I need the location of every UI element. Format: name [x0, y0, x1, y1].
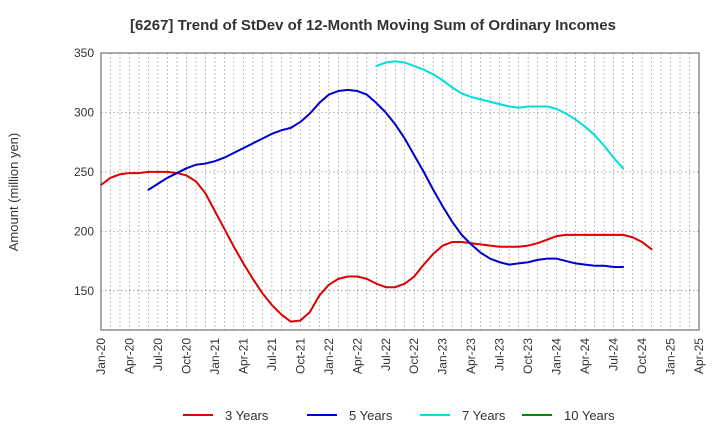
series-line-7-years — [375, 60, 625, 170]
x-tick-label: Jul-24 — [607, 338, 621, 371]
series-line-5-years — [147, 88, 625, 268]
x-tick-label: Jul-23 — [493, 338, 507, 371]
x-tick-label: Apr-22 — [350, 338, 364, 374]
y-axis-label: Amount (million yen) — [6, 133, 21, 252]
legend-label: 7 Years — [462, 408, 506, 423]
series-lines — [100, 60, 653, 323]
x-tick-label: Jan-24 — [550, 338, 564, 375]
chart-title: [6267] Trend of StDev of 12-Month Moving… — [130, 17, 616, 34]
x-tick-label: Apr-20 — [122, 338, 136, 374]
legend: 3 Years 5 Years 7 Years 10 Years — [183, 408, 615, 423]
x-tick-label: Apr-24 — [578, 338, 592, 374]
x-axis-ticks: Jan-20 Apr-20 Jul-20 Oct-20 Jan-21 Apr-21 Jul-… — [94, 338, 706, 375]
x-tick-label: Jul-21 — [265, 338, 279, 371]
x-tick-label: Jan-23 — [436, 338, 450, 375]
x-tick-label: Oct-23 — [521, 338, 535, 374]
y-axis-ticks: 150 200 250 300 350 — [74, 46, 94, 298]
y-tick-label: 200 — [74, 224, 94, 238]
x-tick-label: Jul-22 — [379, 338, 393, 371]
x-tick-label: Oct-22 — [407, 338, 421, 374]
series-line-3-years — [100, 170, 653, 323]
y-tick-label: 250 — [74, 165, 94, 179]
y-tick-label: 350 — [74, 46, 94, 60]
x-tick-label: Oct-20 — [179, 338, 193, 374]
x-tick-label: Apr-23 — [464, 338, 478, 374]
legend-label: 3 Years — [225, 408, 269, 423]
y-tick-label: 300 — [74, 105, 94, 119]
legend-label: 10 Years — [564, 408, 615, 423]
x-tick-label: Jul-20 — [151, 338, 165, 371]
x-tick-label: Apr-21 — [236, 338, 250, 374]
x-tick-label: Apr-25 — [692, 338, 706, 374]
x-tick-label: Jan-20 — [94, 338, 108, 375]
grid-lines — [101, 52, 699, 330]
x-tick-label: Oct-21 — [293, 338, 307, 374]
y-tick-label: 150 — [74, 284, 94, 298]
plot-area-frame — [100, 52, 700, 331]
x-tick-label: Jan-25 — [664, 338, 678, 375]
x-tick-label: Jan-21 — [208, 338, 222, 375]
x-tick-label: Oct-24 — [635, 338, 649, 374]
x-tick-label: Jan-22 — [322, 338, 336, 375]
legend-label: 5 Years — [349, 408, 393, 423]
